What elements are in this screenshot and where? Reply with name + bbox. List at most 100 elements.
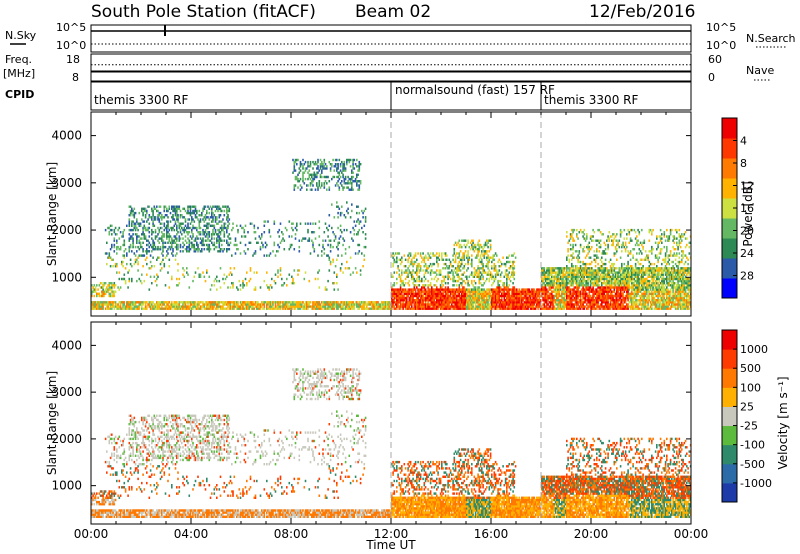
power-echo-cell bbox=[509, 265, 512, 268]
power-echo-cell bbox=[379, 307, 382, 310]
station-title: South Pole Station (fitACF) bbox=[91, 2, 316, 22]
power-echo-cell bbox=[307, 177, 309, 181]
power-echo-cell bbox=[229, 286, 232, 289]
power-echo-cell bbox=[136, 239, 138, 242]
power-echo-cell bbox=[219, 214, 222, 217]
power-echo-cell bbox=[334, 303, 337, 306]
power-echo-cell bbox=[356, 220, 358, 223]
power-echo-cell bbox=[581, 282, 583, 285]
power-echo-cell bbox=[448, 267, 451, 270]
power-echo-cell bbox=[441, 256, 443, 259]
power-echo-cell bbox=[178, 237, 181, 240]
power-echo-cell bbox=[489, 243, 492, 247]
power-echo-cell bbox=[572, 271, 574, 274]
power-echo-cell bbox=[177, 207, 179, 210]
power-echo-cell bbox=[167, 305, 169, 308]
power-echo-cell bbox=[344, 307, 347, 310]
power-echo-cell bbox=[206, 211, 208, 215]
power-echo-cell bbox=[462, 267, 464, 270]
power-echo-cell bbox=[266, 303, 268, 306]
power-echo-cell bbox=[358, 222, 361, 225]
power-echo-cell bbox=[488, 292, 491, 295]
power-echo-cell bbox=[272, 301, 274, 304]
power-echo-cell bbox=[242, 305, 244, 308]
power-echo-cell bbox=[482, 296, 484, 300]
power-echo-cell bbox=[111, 288, 113, 291]
power-echo-cell bbox=[369, 301, 372, 304]
power-echo-cell bbox=[246, 305, 248, 308]
power-echo-cell bbox=[548, 269, 551, 272]
power-echo-cell bbox=[478, 269, 481, 272]
power-echo-cell bbox=[546, 267, 548, 270]
power-echo-cell bbox=[552, 284, 554, 287]
power-echo-cell bbox=[207, 237, 209, 240]
power-echo-cell bbox=[327, 243, 329, 247]
power-echo-cell bbox=[481, 292, 483, 295]
power-echo-cell bbox=[398, 299, 401, 302]
power-echo-cell bbox=[306, 188, 308, 191]
power-echo-cell bbox=[286, 301, 288, 304]
power-echo-cell bbox=[359, 182, 362, 185]
power-echo-cell bbox=[553, 305, 556, 308]
power-echo-cell bbox=[197, 248, 199, 251]
power-echo-cell bbox=[139, 245, 142, 249]
power-echo-cell bbox=[204, 205, 207, 208]
power-echo-cell bbox=[484, 279, 487, 283]
power-echo-cell bbox=[257, 241, 259, 244]
power-echo-cell bbox=[361, 307, 363, 310]
power-echo-cell bbox=[551, 279, 553, 283]
power-echo-cell bbox=[111, 258, 113, 261]
power-echo-cell bbox=[476, 307, 478, 310]
power-echo-cell bbox=[186, 301, 188, 304]
power-echo-cell bbox=[464, 301, 467, 304]
power-echo-cell bbox=[114, 290, 117, 293]
power-echo-cell bbox=[452, 301, 454, 304]
power-echo-cell bbox=[418, 299, 421, 302]
power-echo-cell bbox=[503, 294, 506, 298]
power-echo-cell bbox=[448, 294, 451, 298]
power-echo-cell bbox=[557, 305, 559, 308]
power-echo-cell bbox=[357, 169, 359, 172]
power-echo-cell bbox=[478, 296, 481, 300]
power-echo-cell bbox=[316, 305, 318, 308]
power-echo-cell bbox=[568, 279, 571, 283]
power-echo-cell bbox=[378, 305, 381, 308]
power-echo-cell bbox=[348, 188, 351, 191]
power-echo-cell bbox=[451, 296, 453, 300]
power-echo-cell bbox=[523, 301, 526, 304]
power-echo-cell bbox=[148, 267, 151, 270]
power-echo-cell bbox=[209, 239, 212, 242]
power-echo-cell bbox=[478, 294, 481, 298]
power-echo-cell bbox=[331, 301, 333, 304]
power-echo-cell bbox=[513, 277, 516, 281]
power-echo-cell bbox=[419, 296, 422, 300]
power-echo-cell bbox=[547, 303, 549, 306]
power-echo-cell bbox=[507, 290, 509, 293]
power-echo-cell bbox=[174, 235, 177, 238]
power-echo-cell bbox=[258, 307, 261, 310]
power-echo-cell bbox=[103, 301, 106, 304]
power-echo-cell bbox=[403, 254, 406, 257]
power-echo-cell bbox=[556, 299, 558, 302]
power-echo-cell bbox=[353, 228, 356, 232]
power-echo-cell bbox=[101, 301, 103, 304]
power-echo-cell bbox=[383, 303, 386, 306]
power-echo-cell bbox=[467, 267, 469, 270]
power-echo-cell bbox=[229, 301, 232, 304]
power-echo-cell bbox=[326, 301, 328, 304]
power-echo-cell bbox=[508, 267, 511, 270]
power-echo-cell bbox=[161, 231, 163, 234]
power-echo-cell bbox=[557, 299, 559, 302]
power-echo-cell bbox=[291, 226, 293, 230]
power-echo-cell bbox=[511, 290, 513, 293]
power-echo-cell bbox=[161, 301, 163, 304]
power-echo-cell bbox=[109, 292, 112, 295]
power-echo-cell bbox=[351, 301, 353, 304]
power-echo-cell bbox=[363, 301, 366, 304]
power-echo-cell bbox=[233, 267, 236, 270]
power-echo-cell bbox=[138, 239, 141, 242]
power-echo-cell bbox=[348, 245, 351, 249]
power-echo-cell bbox=[513, 301, 516, 304]
power-echo-cell bbox=[131, 224, 133, 227]
power-echo-cell bbox=[101, 305, 103, 308]
